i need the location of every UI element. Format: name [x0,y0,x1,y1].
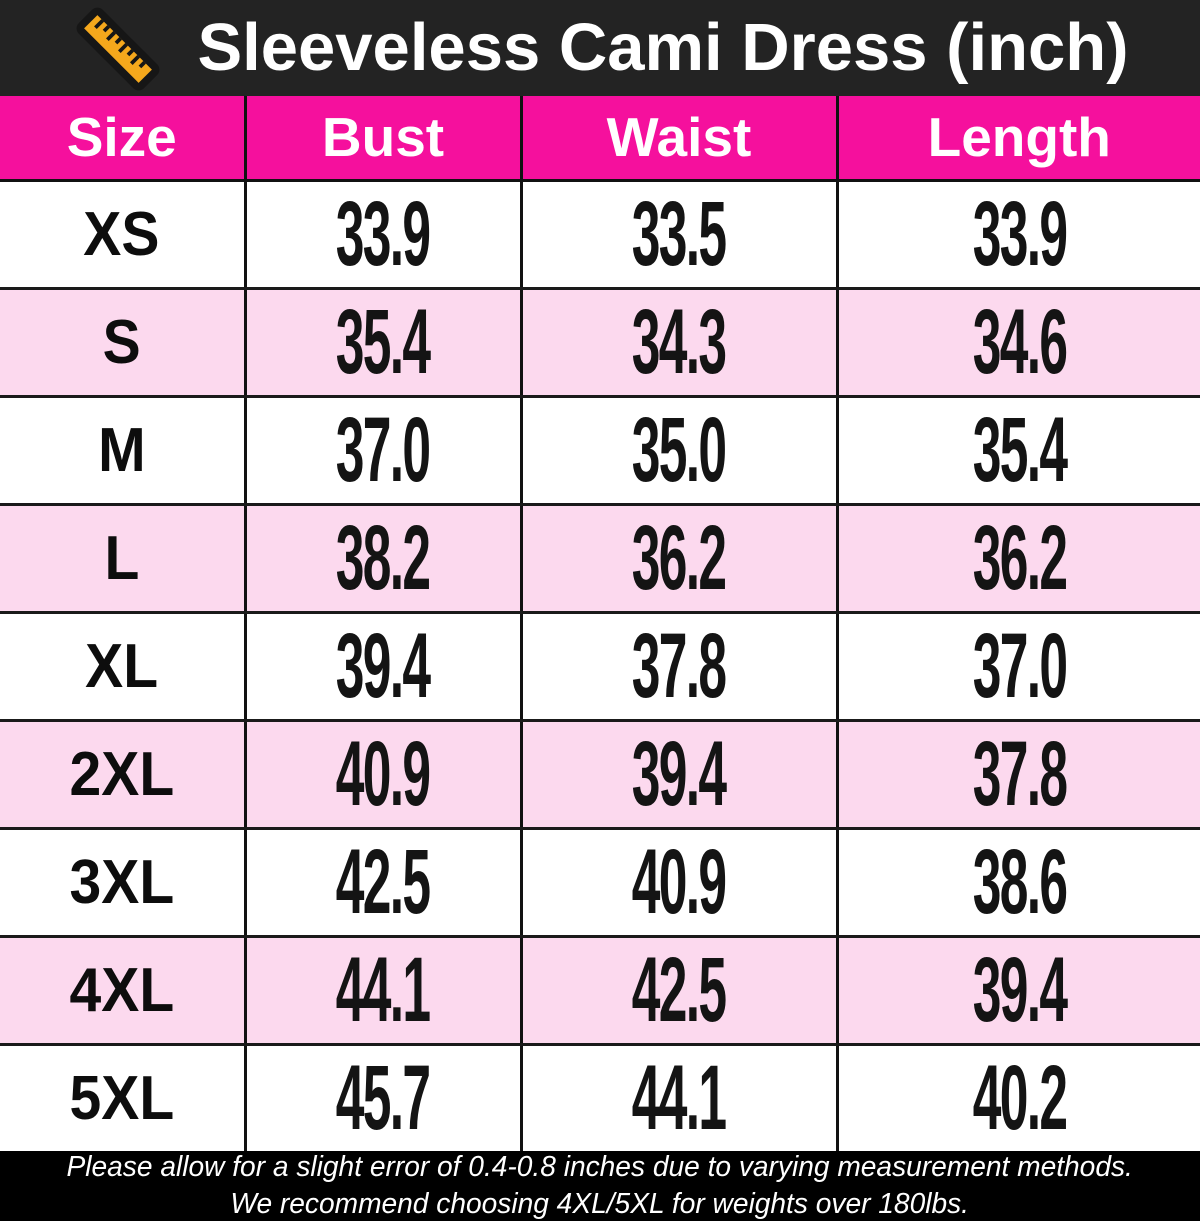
length-cell: 35.4 [972,398,1067,501]
size-cell: 2XL [69,739,175,809]
bust-cell: 45.7 [336,1046,431,1149]
waist-cell: 42.5 [632,938,727,1041]
table-row-m: M 37.0 35.0 35.4 [0,396,1200,506]
size-cell: S [102,307,141,377]
length-cell: 37.0 [972,614,1067,717]
table-row-4xl: 4XL 44.1 42.5 39.4 [0,936,1200,1046]
waist-cell: 35.0 [632,398,727,501]
col-header-size: Size [0,96,245,182]
table-row-2xl: 2XL 40.9 39.4 37.8 [0,720,1200,830]
title-bar: Sleeveless Cami Dress (inch) [0,0,1200,96]
size-cell: 3XL [69,847,175,917]
size-cell: 5XL [69,1063,175,1133]
bust-cell: 38.2 [336,506,431,609]
length-cell: 36.2 [972,506,1067,609]
size-cell: M [97,415,146,485]
bust-cell: 39.4 [336,614,431,717]
table-row-xl: XL 39.4 37.8 37.0 [0,612,1200,722]
table-row-3xl: 3XL 42.5 40.9 38.6 [0,828,1200,938]
waist-cell: 36.2 [632,506,727,609]
footer-line-1: Please allow for a slight error of 0.4-0… [66,1150,1134,1183]
waist-cell: 39.4 [632,722,727,825]
size-cell: 4XL [69,955,175,1025]
table-row-l: L 38.2 36.2 36.2 [0,504,1200,614]
length-cell: 40.2 [972,1046,1067,1149]
length-cell: 33.9 [972,182,1067,285]
footer-note: Please allow for a slight error of 0.4-0… [0,1150,1200,1221]
table-row-xs: XS 33.9 33.5 33.9 [0,180,1200,290]
length-cell: 34.6 [972,290,1067,393]
waist-cell: 37.8 [632,614,727,717]
waist-cell: 40.9 [632,830,727,933]
table-row-5xl: 5XL 45.7 44.1 40.2 [0,1044,1200,1151]
size-cell: L [104,523,140,593]
table-row-s: S 35.4 34.3 34.6 [0,288,1200,398]
header-row: Size Bust Waist Length [0,96,1200,182]
size-cell: XS [83,199,160,269]
bust-cell: 42.5 [336,830,431,933]
bust-cell: 35.4 [336,290,431,393]
col-header-length: Length [835,96,1200,182]
col-header-waist: Waist [519,96,837,182]
bust-cell: 40.9 [336,722,431,825]
ruler-icon [71,2,165,96]
length-cell: 39.4 [972,938,1067,1041]
size-table: Size Bust Waist Length XS 33.9 33.5 33.9… [0,96,1200,1151]
page-title: Sleeveless Cami Dress (inch) [197,10,1129,85]
bust-cell: 44.1 [336,938,431,1041]
waist-cell: 33.5 [632,182,727,285]
waist-cell: 44.1 [632,1046,727,1149]
footer-line-2: We recommend choosing 4XL/5XL for weight… [230,1187,970,1220]
length-cell: 37.8 [972,722,1067,825]
length-cell: 38.6 [972,830,1067,933]
size-cell: XL [85,631,159,701]
bust-cell: 37.0 [336,398,431,501]
col-header-bust: Bust [243,96,521,182]
waist-cell: 34.3 [632,290,727,393]
bust-cell: 33.9 [336,182,431,285]
